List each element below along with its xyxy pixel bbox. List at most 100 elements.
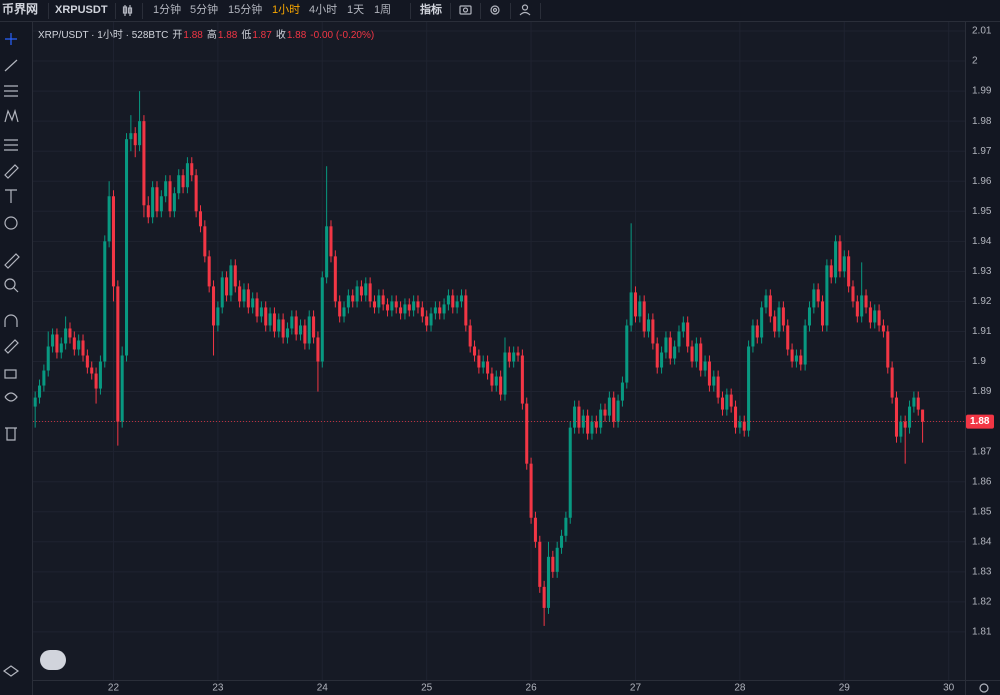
interval-button[interactable]: 1小时: [272, 3, 300, 16]
candle-type-icon[interactable]: [122, 5, 133, 16]
y-tick-label: 1.99: [972, 86, 992, 97]
y-tick-label: 1.81: [972, 627, 992, 638]
account-icon[interactable]: [519, 4, 531, 16]
candle-body: [407, 304, 411, 311]
candle-body: [72, 337, 76, 350]
candle-body: [142, 121, 146, 206]
ohlc-value: 1.88: [287, 30, 307, 41]
candle-body: [851, 286, 855, 302]
candle-body: [533, 517, 537, 542]
candle-body: [364, 283, 368, 296]
candle-body: [729, 394, 733, 407]
candle-body: [342, 307, 346, 317]
interval-button[interactable]: 15分钟: [228, 2, 262, 16]
candle-body: [725, 394, 729, 410]
ohlc-value: 1.87: [252, 30, 272, 41]
candle-body: [821, 301, 825, 326]
candle-body: [877, 310, 881, 326]
y-tick-label: 1.86: [972, 476, 992, 487]
candle-body: [190, 163, 194, 176]
candle-body: [33, 397, 37, 407]
candle-body: [564, 517, 568, 536]
candle-body: [603, 409, 607, 416]
candle-body: [773, 316, 777, 332]
candle-body: [177, 175, 181, 194]
interval-button[interactable]: 1分钟: [153, 2, 181, 16]
candle-body: [151, 187, 155, 218]
plot-area: [33, 22, 965, 680]
candle-body: [664, 337, 668, 353]
candle-body: [660, 352, 664, 368]
tv-logo: [40, 650, 66, 670]
x-tick-label: 28: [734, 683, 746, 694]
candle-body: [146, 205, 150, 218]
candle-body: [586, 415, 590, 434]
ohlc-change: -0.00 (-0.20%): [310, 30, 374, 41]
drawing-tools[interactable]: [2, 33, 20, 677]
candle-body: [464, 295, 468, 326]
candle-body: [473, 346, 477, 356]
candle-body: [220, 277, 224, 308]
candle-body: [742, 421, 746, 431]
candle-body: [225, 277, 229, 296]
indicators-button[interactable]: 指标: [420, 2, 442, 16]
candle-body: [55, 334, 59, 353]
candle-body: [399, 307, 403, 314]
candle-body: [812, 289, 816, 308]
camera-icon[interactable]: [459, 5, 472, 15]
candle-body: [494, 376, 498, 386]
y-tick-label: 1.92: [972, 296, 992, 307]
candle-body: [372, 301, 377, 308]
candle-body: [103, 241, 107, 362]
candle-body: [677, 331, 681, 347]
candle-body: [338, 301, 342, 317]
candle-body: [172, 193, 176, 212]
candle-body: [908, 406, 912, 428]
candle-body: [764, 295, 768, 308]
candle-body: [77, 340, 81, 350]
interval-button[interactable]: 4小时: [309, 3, 337, 16]
candle-body: [868, 307, 872, 323]
interval-button[interactable]: 1天: [347, 4, 364, 16]
candle-body: [429, 313, 433, 326]
candle-body: [899, 421, 903, 437]
logo[interactable]: 币界网: [2, 1, 38, 16]
y-tick-label: 2.01: [972, 26, 992, 37]
candle-body: [507, 352, 511, 362]
interval-button[interactable]: 5分钟: [190, 2, 218, 16]
candle-body: [894, 397, 899, 437]
candle-body: [499, 376, 503, 395]
candle-body: [394, 301, 398, 308]
candle-body: [860, 295, 864, 317]
candle-body: [433, 307, 437, 314]
candle-body: [416, 301, 420, 308]
interval-button[interactable]: 1周: [374, 3, 391, 16]
candle-body: [403, 304, 407, 314]
candle-body: [294, 316, 298, 335]
candle-body: [359, 286, 363, 296]
symbol[interactable]: XRPUSDT: [55, 4, 108, 16]
candle-body: [503, 352, 507, 395]
candle-body: [333, 256, 337, 302]
candle-body: [568, 427, 572, 518]
settings-icon[interactable]: [490, 5, 500, 15]
candle-body: [799, 355, 803, 365]
candle-body: [51, 334, 55, 347]
candle-body: [781, 307, 785, 326]
candle-body: [125, 139, 129, 356]
candle-body: [555, 547, 559, 572]
candle-body: [355, 286, 359, 302]
candle-body: [90, 367, 94, 374]
candle-body: [229, 265, 233, 296]
y-tick-label: 1.95: [972, 206, 992, 217]
candle-body: [842, 256, 846, 272]
x-tick-label: 30: [943, 683, 955, 694]
candle-body: [451, 295, 455, 308]
candle-body: [412, 301, 416, 311]
price-label: 1.88: [970, 416, 990, 427]
settings-icon-bottom[interactable]: [979, 683, 989, 693]
candle-body: [381, 295, 385, 305]
candle-body: [573, 406, 577, 428]
y-tick-label: 1.96: [972, 176, 992, 187]
candle-body: [577, 406, 581, 428]
